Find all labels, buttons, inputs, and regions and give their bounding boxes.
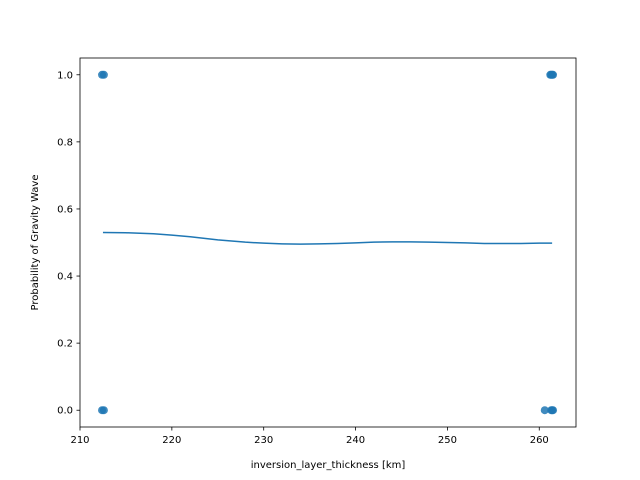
y-tick-label: 0.6 bbox=[57, 204, 73, 215]
plot-area bbox=[98, 70, 558, 415]
x-tick-label: 250 bbox=[438, 435, 457, 446]
y-axis: 0.0 0.2 0.4 0.6 0.8 1.0 bbox=[57, 70, 80, 417]
y-tick-label: 0.0 bbox=[57, 406, 73, 417]
x-tick-label: 240 bbox=[346, 435, 365, 446]
x-axis: 210 220 230 240 250 260 bbox=[70, 427, 549, 446]
y-tick-label: 0.4 bbox=[57, 272, 73, 283]
scatter-point bbox=[548, 406, 557, 415]
x-tick-label: 230 bbox=[254, 435, 273, 446]
plot-frame bbox=[79, 57, 577, 428]
scatter-point bbox=[99, 406, 108, 415]
y-tick-label: 0.2 bbox=[57, 339, 73, 350]
y-tick-label: 1.0 bbox=[57, 70, 73, 81]
fitted-curve-line bbox=[102, 231, 553, 245]
y-axis-label: Probability of Gravity Wave bbox=[30, 174, 41, 310]
scatter-point bbox=[99, 70, 108, 79]
y-tick-label: 0.8 bbox=[57, 137, 73, 148]
x-tick-label: 260 bbox=[530, 435, 549, 446]
scatter-point bbox=[540, 406, 549, 415]
x-tick-label: 210 bbox=[70, 435, 89, 446]
x-tick-label: 220 bbox=[162, 435, 181, 446]
x-axis-label: inversion_layer_thickness [km] bbox=[251, 460, 406, 471]
scatter-point bbox=[547, 70, 556, 79]
